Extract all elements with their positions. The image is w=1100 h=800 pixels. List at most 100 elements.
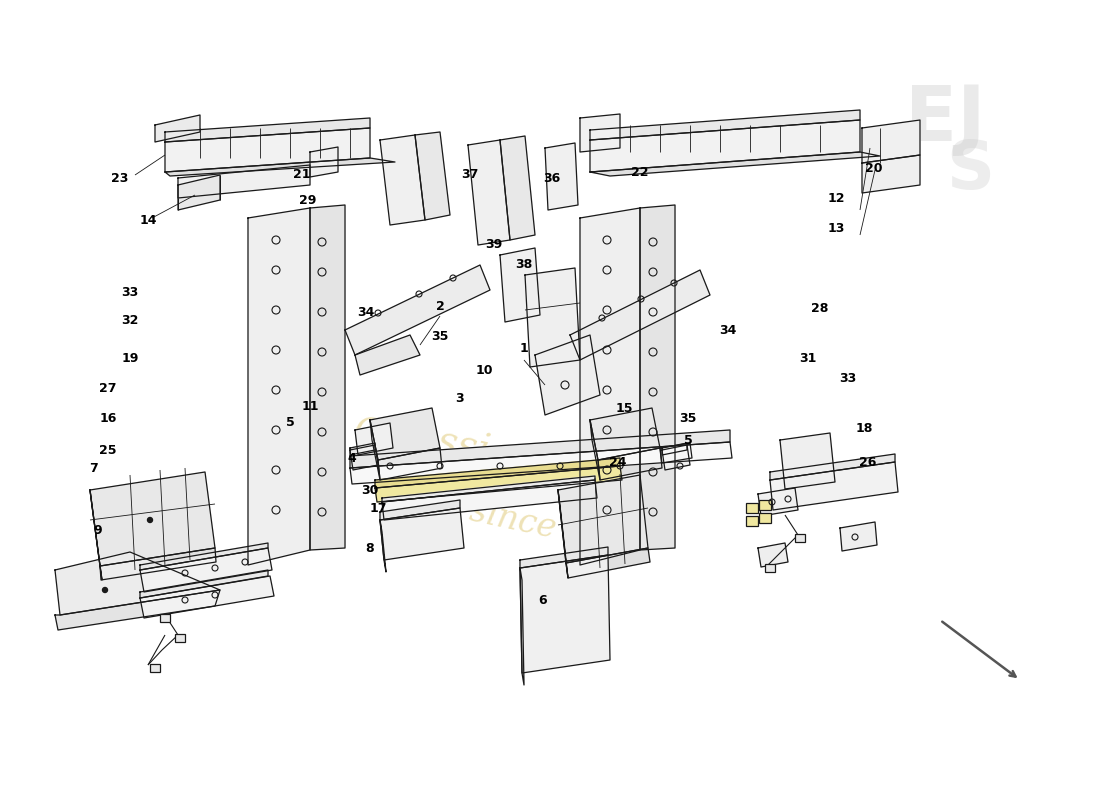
Circle shape [147, 518, 153, 522]
Polygon shape [590, 120, 860, 172]
Text: 32: 32 [121, 314, 139, 326]
Polygon shape [770, 462, 898, 510]
Text: 20: 20 [866, 162, 882, 174]
Text: 3: 3 [455, 391, 464, 405]
Text: 17: 17 [370, 502, 387, 514]
Text: 12: 12 [827, 191, 845, 205]
Text: 38: 38 [516, 258, 532, 271]
Text: 29: 29 [299, 194, 317, 206]
Polygon shape [310, 205, 345, 550]
Text: 21: 21 [294, 169, 310, 182]
Polygon shape [570, 270, 710, 360]
Polygon shape [500, 248, 540, 322]
Text: 16: 16 [99, 411, 117, 425]
Polygon shape [379, 500, 460, 520]
Polygon shape [345, 265, 490, 355]
Text: 15: 15 [615, 402, 632, 414]
Text: 34: 34 [358, 306, 375, 318]
Text: a passion for: a passion for [352, 406, 607, 494]
Polygon shape [590, 420, 600, 480]
Polygon shape [862, 120, 920, 163]
Polygon shape [558, 475, 648, 563]
Polygon shape [165, 118, 370, 142]
Bar [795, 534, 805, 542]
Polygon shape [468, 140, 510, 245]
Text: 27: 27 [99, 382, 117, 394]
Polygon shape [178, 175, 220, 210]
Text: 18: 18 [856, 422, 872, 434]
Polygon shape [379, 520, 386, 572]
Text: 11: 11 [301, 399, 319, 413]
Polygon shape [544, 143, 578, 210]
Polygon shape [780, 433, 835, 489]
Text: EJ: EJ [904, 83, 986, 157]
Polygon shape [862, 155, 920, 193]
Polygon shape [770, 454, 895, 480]
Polygon shape [350, 430, 730, 468]
Polygon shape [55, 590, 220, 630]
Polygon shape [520, 555, 610, 673]
Text: 31: 31 [800, 351, 816, 365]
Polygon shape [660, 443, 692, 463]
Polygon shape [382, 476, 595, 502]
Polygon shape [662, 443, 688, 455]
Polygon shape [155, 115, 200, 142]
Text: 5: 5 [683, 434, 692, 446]
Text: 19: 19 [121, 351, 139, 365]
Circle shape [102, 587, 108, 593]
Polygon shape [378, 448, 442, 480]
Polygon shape [520, 547, 608, 568]
Polygon shape [350, 442, 732, 484]
Text: 1: 1 [519, 342, 528, 354]
Text: 25: 25 [99, 443, 117, 457]
Text: 39: 39 [485, 238, 503, 251]
Polygon shape [840, 522, 877, 551]
Text: 6: 6 [539, 594, 548, 606]
Polygon shape [558, 490, 568, 578]
Polygon shape [382, 480, 597, 520]
Text: S: S [946, 137, 994, 203]
Polygon shape [640, 205, 675, 550]
Bar [746, 516, 758, 526]
Text: 4: 4 [348, 451, 356, 465]
Polygon shape [370, 408, 440, 460]
Polygon shape [580, 208, 640, 565]
Text: 30: 30 [361, 483, 378, 497]
Polygon shape [140, 543, 268, 570]
Polygon shape [535, 335, 600, 415]
Text: 13: 13 [827, 222, 845, 234]
Text: 35: 35 [680, 411, 696, 425]
Bar [150, 664, 160, 672]
Text: 35: 35 [431, 330, 449, 342]
Polygon shape [525, 268, 580, 367]
Text: 24: 24 [609, 455, 627, 469]
Polygon shape [165, 158, 395, 176]
Bar [175, 634, 185, 642]
Text: 37: 37 [461, 169, 478, 182]
Polygon shape [165, 128, 370, 172]
Polygon shape [375, 458, 620, 488]
Text: 28: 28 [812, 302, 828, 314]
Polygon shape [140, 576, 274, 618]
Text: 2: 2 [436, 299, 444, 313]
Bar [759, 513, 771, 523]
Bar [764, 564, 776, 572]
Polygon shape [55, 552, 220, 615]
Polygon shape [355, 423, 393, 455]
Polygon shape [758, 488, 798, 516]
Text: since 1985: since 1985 [468, 495, 653, 565]
Text: 8: 8 [365, 542, 374, 554]
Text: 22: 22 [631, 166, 649, 178]
Text: 26: 26 [859, 455, 877, 469]
Text: 33: 33 [839, 371, 857, 385]
Polygon shape [350, 443, 375, 455]
Bar [759, 500, 771, 510]
Polygon shape [140, 570, 268, 598]
Polygon shape [375, 466, 622, 502]
Polygon shape [590, 110, 860, 140]
Polygon shape [90, 472, 214, 566]
Polygon shape [415, 132, 450, 220]
Polygon shape [758, 543, 788, 567]
Polygon shape [580, 114, 620, 152]
Text: 34: 34 [719, 323, 737, 337]
